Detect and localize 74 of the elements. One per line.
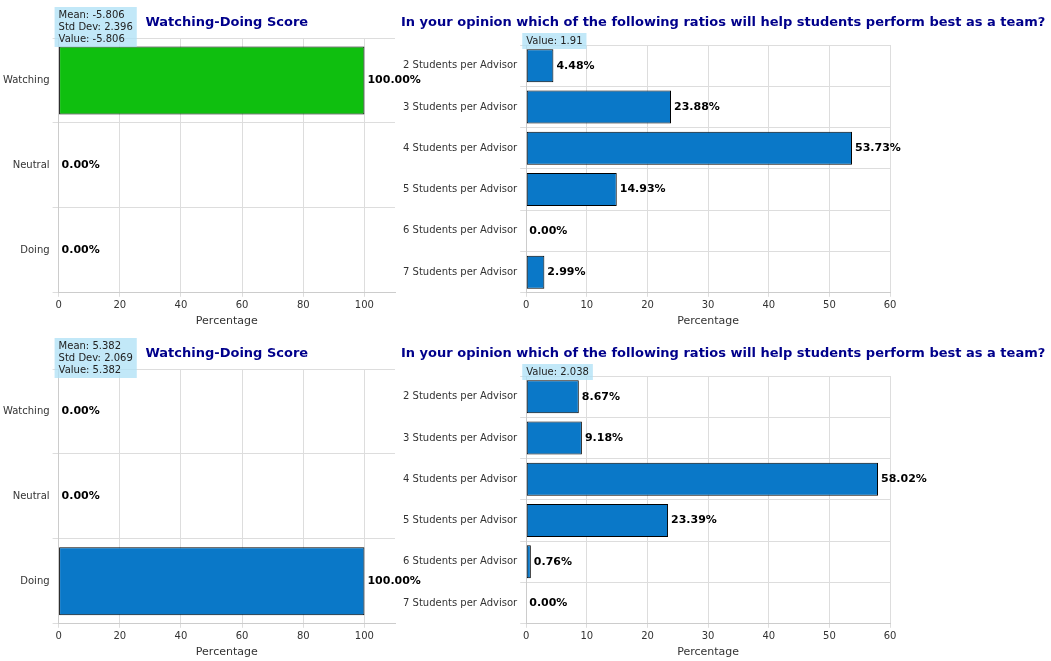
x-axis-title: Percentage — [677, 645, 740, 659]
x-tick-label: 40 — [762, 630, 776, 642]
x-tick-label: 0 — [55, 299, 62, 311]
x-tick-label: 10 — [580, 630, 594, 642]
x-tick-label: 0 — [523, 299, 530, 311]
x-tick-label: 40 — [762, 299, 776, 311]
data-label: 9.18% — [584, 430, 624, 444]
x-tick-label: 40 — [174, 630, 188, 642]
y-tick-label: 2 Students per Advisor — [403, 59, 519, 71]
data-label: 0.00% — [61, 243, 100, 257]
y-tick-label: Neutral — [12, 489, 50, 501]
data-label: 58.02% — [881, 472, 927, 486]
y-tick-label: Neutral — [12, 158, 50, 170]
data-label: 23.88% — [674, 99, 720, 113]
y-tick-label: Doing — [20, 574, 50, 586]
data-label: 0.76% — [533, 554, 573, 568]
x-tick-label: 30 — [701, 630, 715, 642]
chart-title: Watching-Doing Score — [145, 14, 309, 30]
x-tick-label: 20 — [113, 630, 127, 642]
y-tick-label: 3 Students per Advisor — [403, 431, 519, 443]
x-axis-title: Percentage — [195, 314, 258, 328]
x-tick-label: 20 — [113, 299, 127, 311]
x-tick-label: 0 — [55, 630, 62, 642]
x-tick-label: 60 — [235, 299, 249, 311]
y-tick-label: 4 Students per Advisor — [403, 141, 519, 153]
annotation: Value: 2.038 — [526, 365, 589, 377]
data-label: 100.00% — [367, 73, 421, 87]
chart-title: In your opinion which of the following ratios will help students perform best as a team? — [401, 345, 1046, 361]
data-label: 4.48% — [556, 58, 595, 72]
y-tick-label: 6 Students per Advisor — [403, 555, 519, 567]
data-label: 8.67% — [581, 389, 620, 403]
annotation: Value: 1.91 — [526, 34, 583, 46]
annotation: Mean: 5.382 Std Dev: 2.069 Value: 5.382 — [58, 339, 133, 375]
y-tick-label: 6 Students per Advisor — [403, 224, 519, 236]
data-label: 0.00% — [529, 223, 568, 237]
x-tick-label: 80 — [296, 299, 310, 311]
x-tick-label: 30 — [701, 299, 715, 311]
y-tick-label: Doing — [20, 243, 50, 255]
annotation: Mean: -5.806 Std Dev: 2.396 Value: -5.806 — [58, 8, 133, 44]
x-tick-label: 20 — [641, 299, 654, 311]
y-tick-label: 2 Students per Advisor — [403, 390, 519, 402]
x-tick-label: 60 — [883, 630, 897, 642]
y-tick-label: 4 Students per Advisor — [403, 472, 519, 484]
data-label: 2.99% — [547, 265, 586, 279]
x-tick-label: 100 — [354, 299, 374, 311]
x-tick-label: 0 — [523, 630, 530, 642]
x-tick-label: 80 — [296, 630, 310, 642]
x-tick-label: 50 — [823, 630, 836, 642]
x-axis-title: Percentage — [677, 314, 740, 328]
x-tick-label: 40 — [174, 299, 188, 311]
data-label: 0.00% — [61, 404, 100, 418]
x-tick-label: 20 — [641, 630, 654, 642]
data-label: 0.00% — [61, 158, 100, 172]
x-tick-label: 100 — [354, 630, 374, 642]
data-label: 23.39% — [671, 513, 717, 527]
y-tick-label: 5 Students per Advisor — [403, 514, 519, 526]
data-label: 53.73% — [854, 141, 901, 155]
data-label: 0.00% — [61, 489, 100, 503]
x-tick-label: 10 — [580, 299, 594, 311]
y-tick-label: 5 Students per Advisor — [403, 183, 519, 195]
y-tick-label: 7 Students per Advisor — [403, 265, 519, 277]
data-label: 100.00% — [367, 574, 421, 588]
x-tick-label: 60 — [235, 630, 249, 642]
y-tick-label: Watching — [2, 405, 50, 417]
y-tick-label: Watching — [2, 74, 50, 86]
data-label: 0.00% — [529, 596, 568, 610]
y-tick-label: 7 Students per Advisor — [403, 596, 519, 608]
x-tick-label: 60 — [883, 299, 897, 311]
data-label: 14.93% — [619, 182, 666, 196]
chart-title: Watching-Doing Score — [145, 345, 309, 361]
y-tick-label: 3 Students per Advisor — [403, 100, 519, 112]
x-axis-title: Percentage — [195, 645, 258, 659]
chart-title: In your opinion which of the following ratios will help students perform best as a team? — [401, 14, 1046, 30]
x-tick-label: 50 — [823, 299, 836, 311]
